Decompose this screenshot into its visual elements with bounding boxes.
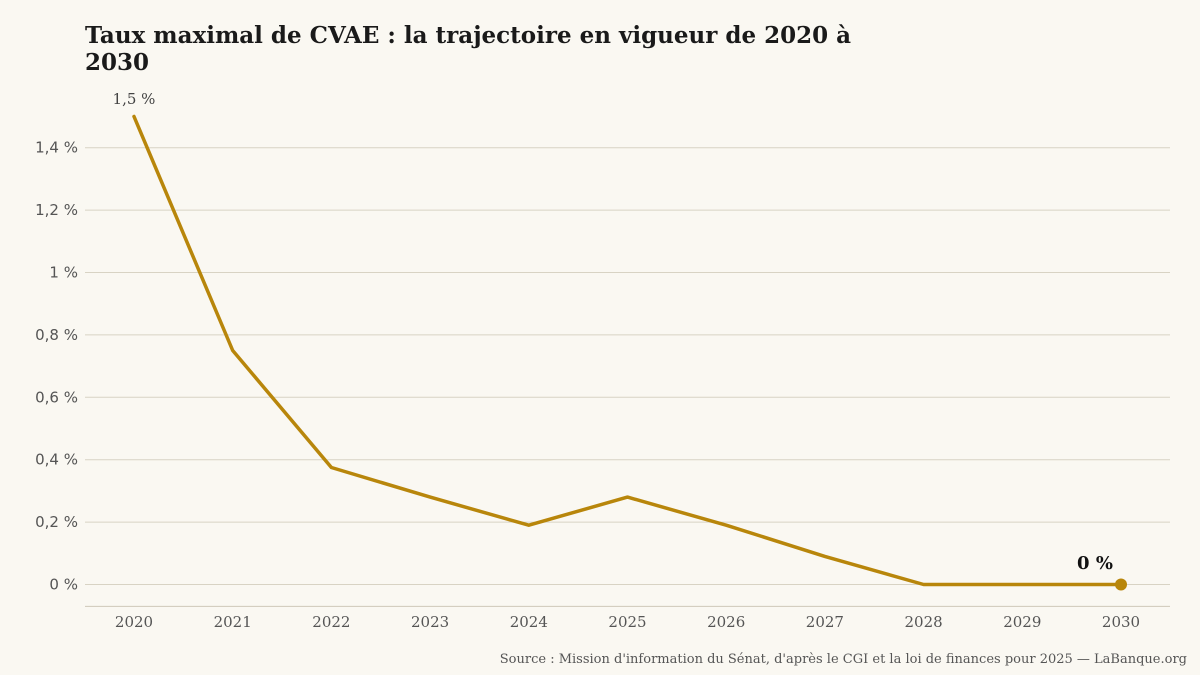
y-tick-label: 0,2 % <box>35 513 78 531</box>
y-tick-label: 0,6 % <box>35 388 78 406</box>
data-label-first: 1,5 % <box>113 90 156 108</box>
series-line <box>132 114 1123 587</box>
y-tick-label: 0,8 % <box>35 326 78 344</box>
x-tick-label: 2023 <box>411 613 449 631</box>
series-layer <box>132 114 1127 591</box>
data-label-last: 0 % <box>1077 553 1113 574</box>
x-tick-label: 2030 <box>1102 613 1140 631</box>
y-tick-label: 1,4 % <box>35 139 78 157</box>
x-axis-ticks: 2020 2021 2022 2023 2024 2025 2026 2027 2028 2029… <box>115 613 1140 631</box>
y-tick-label: 0 % <box>49 576 78 594</box>
x-tick-label: 2029 <box>1003 613 1041 631</box>
gridlines <box>85 147 1170 607</box>
end-point-marker <box>1115 578 1127 591</box>
x-tick-label: 2022 <box>312 613 350 631</box>
x-tick-label: 2027 <box>806 613 844 631</box>
source-note: Source : Mission d'information du Sénat,… <box>499 652 1187 667</box>
annotations: 1,5 % 0 % <box>113 90 1113 574</box>
y-tick-label: 0,4 % <box>35 451 78 469</box>
y-tick-label: 1,2 % <box>35 201 78 219</box>
x-tick-label: 2025 <box>608 613 646 631</box>
x-tick-label: 2026 <box>707 613 745 631</box>
x-tick-label: 2028 <box>905 613 943 631</box>
x-tick-label: 2020 <box>115 613 153 631</box>
x-tick-label: 2024 <box>510 613 548 631</box>
x-tick-label: 2021 <box>214 613 252 631</box>
y-axis-ticks: 0 % 0,2 % 0,4 % 0,6 % 0,8 % 1 % 1,2 % 1,4 % <box>35 139 78 594</box>
chart-title: Taux maximal de CVAE : la trajectoire en… <box>85 22 852 76</box>
y-tick-label: 1 % <box>49 264 78 282</box>
